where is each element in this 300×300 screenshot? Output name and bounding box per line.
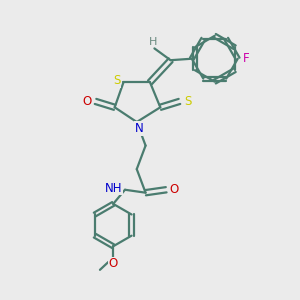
Text: NH: NH xyxy=(105,182,122,195)
Text: O: O xyxy=(170,183,179,196)
Text: O: O xyxy=(83,95,92,108)
Text: H: H xyxy=(149,37,157,47)
Text: S: S xyxy=(184,95,191,108)
Text: F: F xyxy=(243,52,249,65)
Text: S: S xyxy=(113,74,121,87)
Text: N: N xyxy=(135,122,143,135)
Text: O: O xyxy=(109,257,118,270)
